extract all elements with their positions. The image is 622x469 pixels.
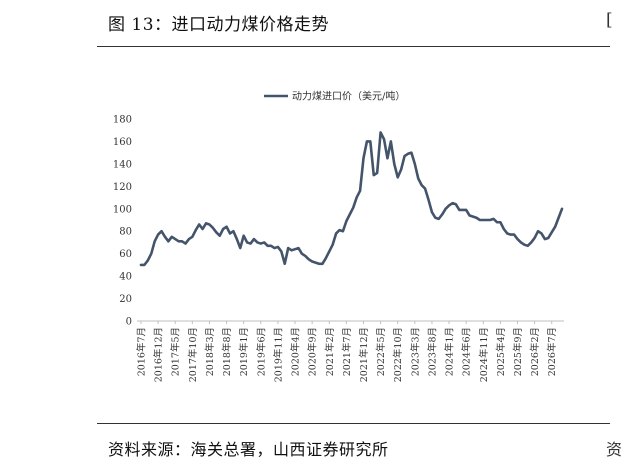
legend-label: 动力煤进口价（美元/吨） [292,90,405,103]
x-tick-label: 2016年7月 [136,327,148,376]
x-tick-label: 2026年7月 [546,327,558,376]
x-tick-label: 2018年8月 [221,327,233,376]
source-divider [97,423,610,424]
y-tick-label: 180 [113,115,132,126]
x-tick-label: 2021年7月 [341,327,353,376]
x-tick-label: 2019年1月 [238,327,250,376]
x-tick-label: 2026年2月 [529,327,541,376]
x-tick-label: 2017年10月 [187,327,199,382]
x-tick-label: 2025年9月 [512,327,524,376]
x-tick-label: 2021年12月 [358,327,370,382]
x-tick-label: 2023年8月 [426,327,438,376]
adjacent-source-fragment: 资 [606,440,622,459]
y-tick-label: 60 [119,249,132,260]
adjacent-figure-title-fragment: [ [606,10,613,30]
series-line [139,131,564,267]
x-tick-label: 2024年6月 [461,327,473,376]
x-tick-label: 2023年3月 [409,327,421,376]
y-tick-label: 120 [113,182,132,193]
x-tick-label: 2024年11月 [478,327,490,382]
x-tick-label: 2017年5月 [170,327,182,376]
x-tick-label: 2022年10月 [392,327,404,382]
x-tick-label: 2019年6月 [255,327,267,376]
figure-title: 图 13：进口动力煤价格走势 [108,15,330,35]
x-tick-label: 2022年5月 [375,327,387,376]
x-tick-label: 2018年3月 [204,327,216,376]
source-note: 资料来源：海关总署，山西证券研究所 [108,440,389,459]
x-tick-label: 2020年4月 [290,327,302,376]
x-tick-label: 2019年11月 [272,327,284,382]
y-tick-label: 80 [119,227,132,238]
y-tick-label: 20 [119,294,132,305]
x-tick-label: 2024年1月 [444,327,456,376]
x-tick-label: 2021年2月 [324,327,336,376]
y-tick-label: 140 [113,159,132,170]
y-tick-label: 100 [113,204,132,215]
y-tick-label: 0 [126,317,132,328]
x-tick-label: 2016年12月 [153,327,165,382]
x-tick-label: 2025年4月 [495,327,507,376]
x-tick-label: 2020年9月 [307,327,319,376]
y-tick-label: 160 [113,137,132,148]
title-divider [97,46,610,47]
y-tick-label: 40 [119,272,132,283]
